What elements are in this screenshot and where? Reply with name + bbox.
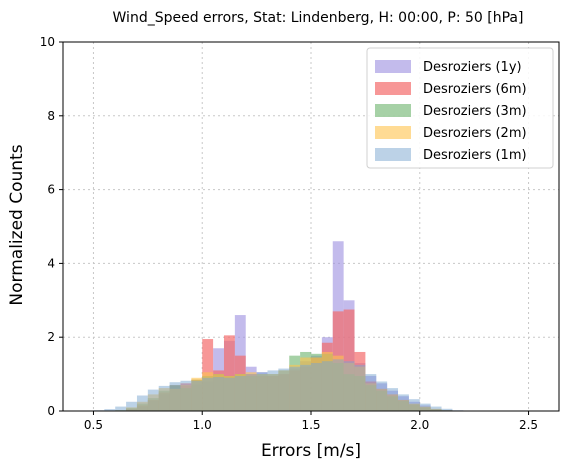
histogram-bar	[202, 378, 213, 411]
histogram-bar	[267, 370, 278, 411]
x-tick-label: 2.5	[519, 418, 538, 432]
y-tick-label: 0	[47, 404, 55, 418]
y-tick-label: 10	[40, 35, 55, 49]
legend-label: Desroziers (6m)	[423, 82, 527, 97]
y-tick-label: 6	[47, 183, 55, 197]
histogram-bar	[180, 381, 191, 411]
histogram-bar	[278, 369, 289, 411]
histogram-bar	[224, 378, 235, 411]
legend-label: Desroziers (2m)	[423, 126, 527, 141]
histogram-bar	[431, 407, 442, 411]
histogram-bar	[420, 404, 431, 411]
histogram-bar	[300, 365, 311, 411]
histogram-bar	[344, 361, 355, 411]
histogram-bar	[409, 399, 420, 411]
histogram-bar	[213, 377, 224, 411]
histogram-bar	[355, 365, 366, 411]
histogram-bar	[322, 361, 333, 411]
legend-label: Desroziers (1y)	[423, 60, 522, 75]
x-tick-label: 0.5	[84, 418, 103, 432]
legend-swatch	[375, 104, 411, 117]
x-axis-label: Errors [m/s]	[261, 441, 361, 461]
y-tick-label: 2	[47, 330, 55, 344]
legend-label: Desroziers (1m)	[423, 148, 527, 163]
histogram-bar	[115, 407, 126, 411]
chart-title: Wind_Speed errors, Stat: Lindenberg, H: …	[113, 10, 524, 26]
histogram-bar	[137, 396, 148, 411]
legend-swatch	[375, 82, 411, 95]
y-tick-label: 8	[47, 109, 55, 123]
histogram-bar	[311, 363, 322, 411]
legend: Desroziers (1y) Desroziers (6m) Desroziers…	[367, 48, 553, 168]
y-tick-label: 4	[47, 256, 55, 270]
legend-label: Desroziers (3m)	[423, 104, 527, 119]
histogram-bar	[170, 382, 181, 411]
legend-swatch	[375, 126, 411, 139]
histogram-bar	[376, 381, 387, 411]
legend-swatch	[375, 60, 411, 73]
histogram-bar	[365, 374, 376, 411]
histogram-bar	[159, 386, 170, 411]
histogram-bar	[235, 376, 246, 411]
legend-swatch	[375, 148, 411, 161]
histogram-bar	[333, 359, 344, 411]
histogram-bar	[257, 372, 268, 411]
histogram-bar	[126, 402, 137, 411]
x-tick-label: 1.0	[193, 418, 212, 432]
histogram-bar	[289, 367, 300, 411]
histogram-bar	[191, 381, 202, 411]
x-tick-label: 1.5	[301, 418, 320, 432]
histogram-bar	[246, 374, 257, 411]
y-axis-label: Normalized Counts	[7, 144, 27, 305]
histogram-bar	[148, 390, 159, 411]
histogram-bar	[398, 394, 409, 411]
histogram-bar	[387, 388, 398, 411]
x-tick-label: 2.0	[410, 418, 429, 432]
